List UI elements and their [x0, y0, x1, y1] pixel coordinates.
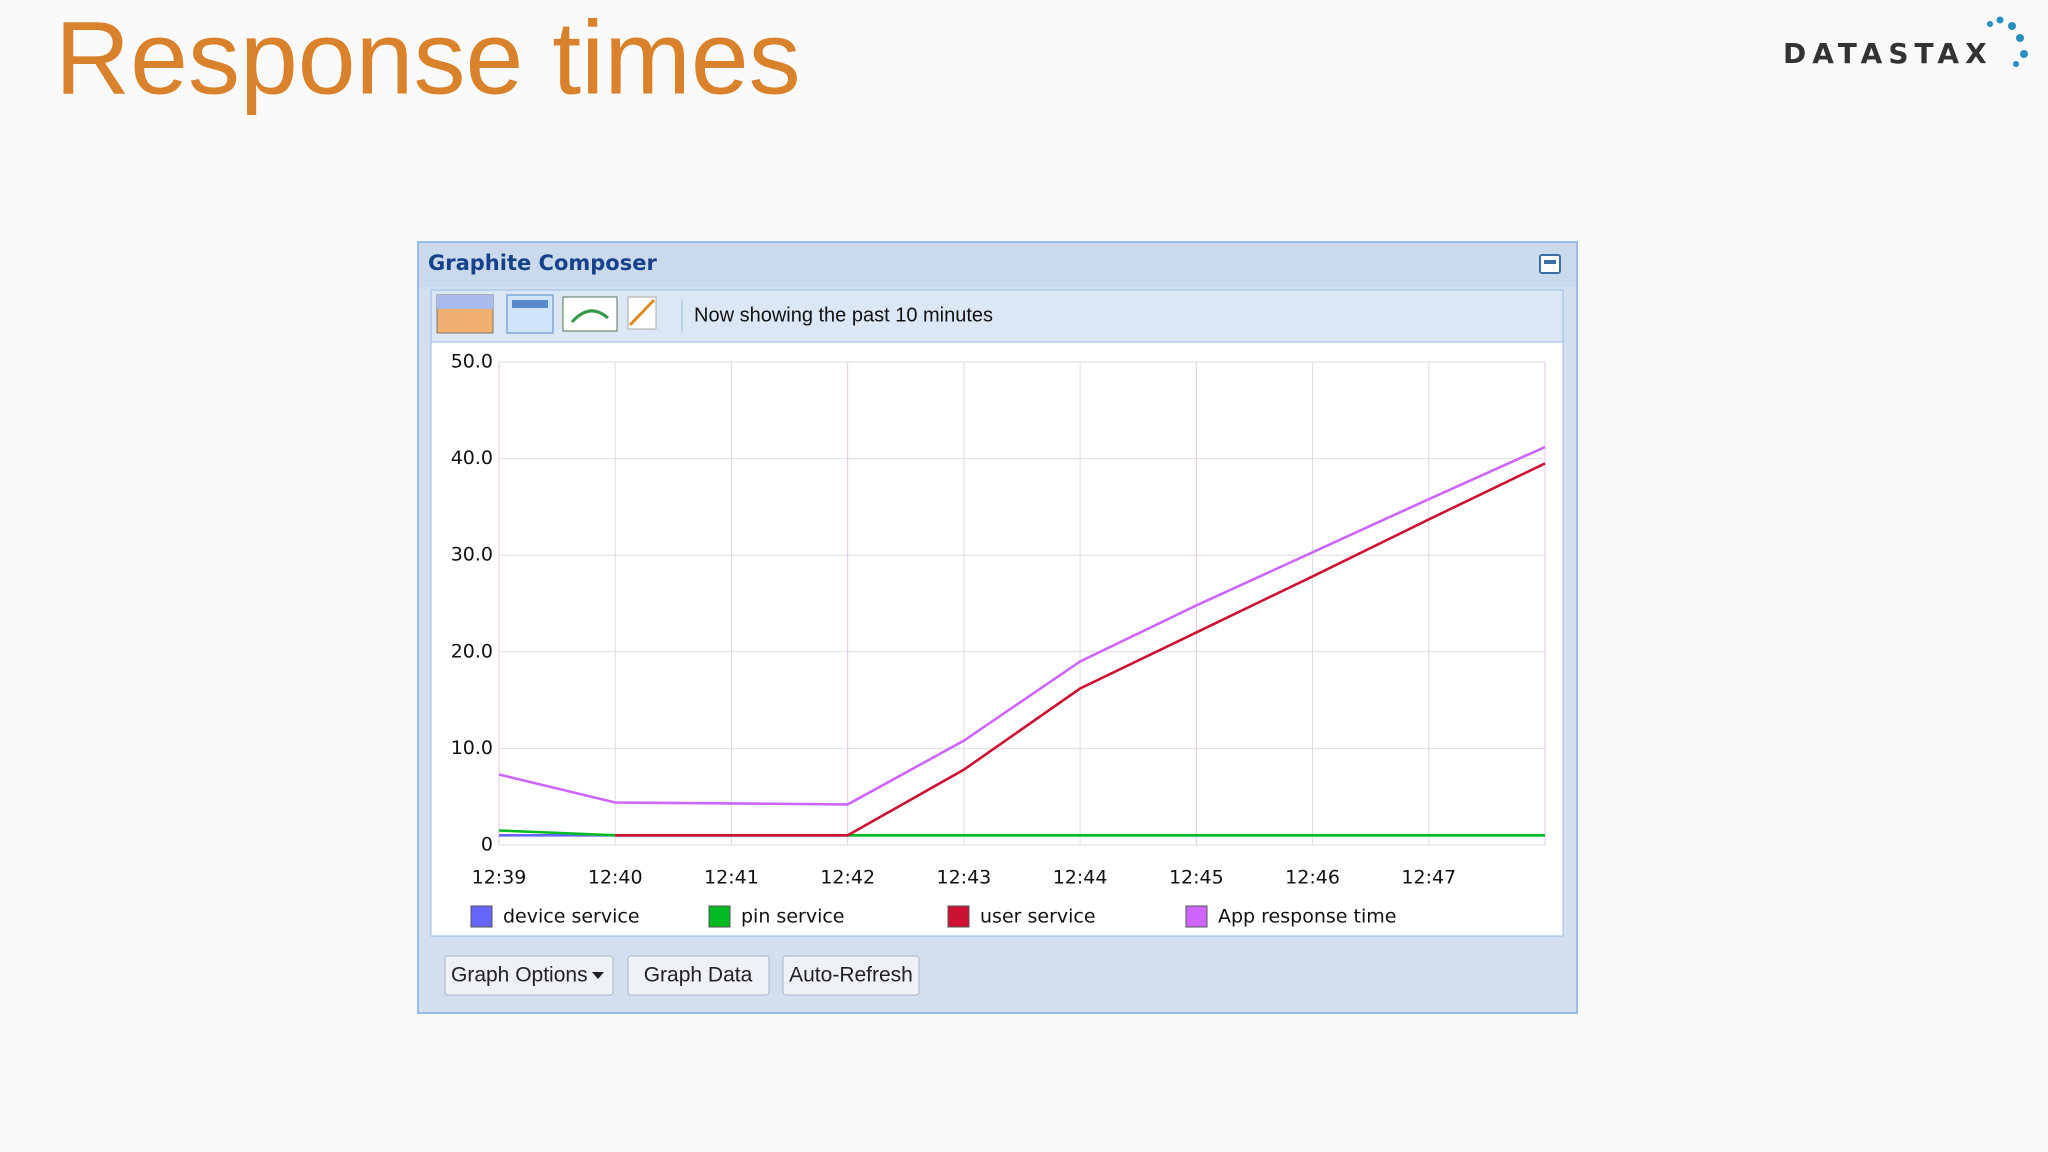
- x-tick-label: 12:41: [704, 867, 759, 889]
- y-tick-label: 20.0: [451, 640, 493, 662]
- legend-swatch: [470, 905, 493, 928]
- window-title: Graphite Composer: [428, 251, 657, 275]
- graph-options-button[interactable]: Graph Options: [444, 955, 614, 996]
- legend-swatch: [947, 905, 970, 928]
- toolbar: [430, 289, 1564, 343]
- logo: DATASTAX: [1783, 37, 1993, 70]
- x-tick-label: 12:42: [820, 867, 875, 889]
- slide-title: Response times: [55, 0, 801, 116]
- series-line: [498, 445, 1546, 806]
- toolbar-icons: [436, 294, 683, 334]
- status-text: Now showing the past 10 minutes: [694, 304, 993, 326]
- y-tick-label: 40.0: [451, 447, 493, 469]
- x-tick-label: 12:40: [588, 867, 643, 889]
- y-tick-label: 50.0: [451, 351, 493, 373]
- button[interactable]: [782, 955, 920, 996]
- legend-label: pin service: [741, 906, 844, 928]
- button-label[interactable]: Graph Data: [644, 964, 753, 987]
- y-tick-label: 30.0: [451, 544, 493, 566]
- y-tick-label: 10.0: [451, 737, 493, 759]
- legend-label: user service: [980, 906, 1096, 928]
- chart: 0 10.0 20.0 30.0 40.0 50.0 12:39 12:40 12:41 12:4…: [451, 351, 1546, 928]
- x-tick-label: 12:44: [1053, 867, 1108, 889]
- x-tick-label: 12:47: [1401, 867, 1456, 889]
- button[interactable]: [444, 955, 614, 996]
- legend-swatch: [708, 905, 731, 928]
- x-tick-label: 12:46: [1285, 867, 1340, 889]
- legend-swatch: [1185, 905, 1208, 928]
- plot-area: [498, 361, 1546, 846]
- button-label[interactable]: Graph Options: [451, 964, 588, 987]
- button-label[interactable]: Auto-Refresh: [789, 964, 913, 987]
- dropdown-arrow: [592, 972, 604, 979]
- x-tick-label: 12:45: [1169, 867, 1224, 889]
- window-header: [419, 243, 1576, 287]
- logo-dots: [1987, 16, 2028, 67]
- x-tick-label: 12:39: [472, 867, 527, 889]
- series-line: [615, 462, 1546, 837]
- x-tick-label: 12:43: [937, 867, 992, 889]
- button[interactable]: [627, 955, 770, 996]
- legend-label: device service: [503, 906, 640, 928]
- legend-label: App response time: [1218, 906, 1396, 928]
- y-tick-label: 0: [481, 834, 493, 856]
- window-button-icon: [1544, 260, 1556, 264]
